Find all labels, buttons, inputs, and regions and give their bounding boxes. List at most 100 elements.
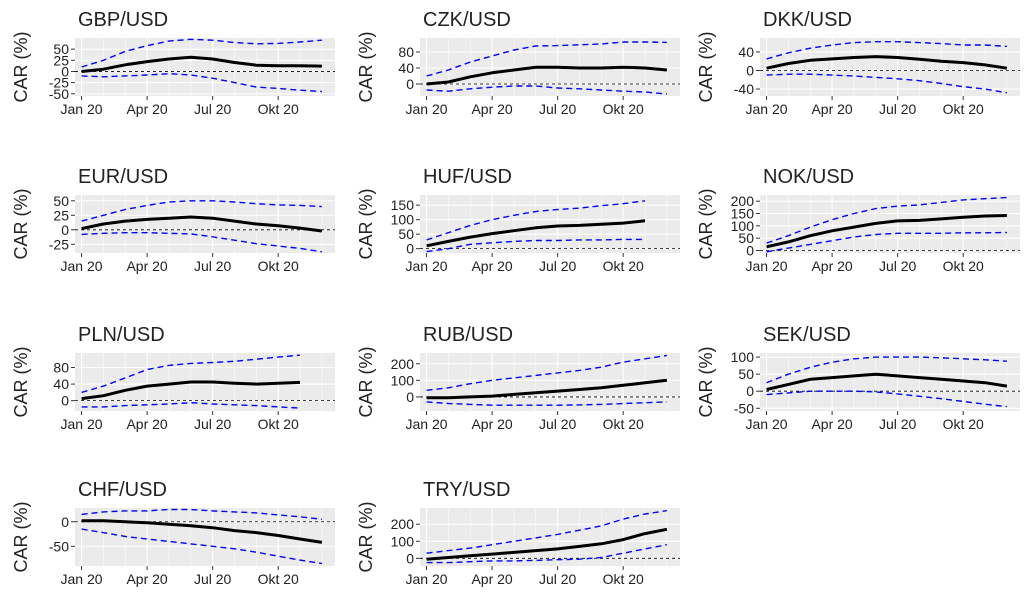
y-axis-label: CAR (%) — [696, 347, 716, 418]
y-tick-label: -50 — [734, 400, 754, 416]
car-line — [766, 372, 1008, 391]
plot-background — [760, 38, 1020, 96]
x-tick-label: Apr 20 — [811, 101, 852, 117]
y-axis-label: CAR (%) — [356, 502, 376, 573]
band-line — [426, 401, 667, 406]
y-tick-label: -50 — [49, 538, 69, 554]
band-line — [81, 200, 322, 222]
y-tick-label: 0 — [746, 62, 754, 78]
band-line — [426, 354, 668, 391]
band-line — [766, 390, 1007, 408]
x-tick-label: Jan 20 — [406, 571, 448, 587]
y-tick-label: 100 — [391, 212, 415, 228]
y-tick-label: 80 — [398, 44, 414, 60]
band-line — [81, 508, 322, 520]
y-tick-label: 200 — [731, 193, 755, 209]
panel-title: DKK/USD — [763, 9, 852, 31]
y-tick-label: 100 — [731, 349, 755, 365]
x-tick-label: Jul 20 — [194, 416, 232, 432]
x-tick-label: Okt 20 — [603, 571, 644, 587]
x-tick-label: Jul 20 — [879, 101, 917, 117]
car-line — [81, 380, 301, 401]
y-tick-label: 150 — [731, 206, 755, 222]
panel-title: GBP/USD — [78, 9, 168, 31]
band-line — [81, 38, 322, 68]
x-tick-label: Okt 20 — [603, 101, 644, 117]
x-tick-label: Okt 20 — [603, 416, 644, 432]
x-tick-label: Jan 20 — [746, 101, 788, 117]
x-tick-label: Jul 20 — [539, 571, 577, 587]
band-line — [426, 238, 645, 253]
panel-title: HUF/USD — [423, 166, 512, 188]
x-tick-label: Okt 20 — [258, 101, 299, 117]
band-line — [81, 73, 322, 93]
car-line — [766, 214, 1007, 249]
y-tick-label: 50 — [738, 230, 754, 246]
y-tick-label: 50 — [398, 226, 414, 242]
y-tick-label: 80 — [53, 360, 69, 376]
x-tick-label: Apr 20 — [471, 258, 512, 274]
y-tick-label: 0 — [406, 76, 414, 92]
panel-title: TRY/USD — [423, 479, 510, 501]
panel-title: PLN/USD — [78, 324, 165, 346]
panel-title: CZK/USD — [423, 9, 511, 31]
x-tick-label: Jul 20 — [539, 416, 577, 432]
x-tick-label: Jan 20 — [746, 416, 788, 432]
x-tick-label: Jan 20 — [406, 258, 448, 274]
x-tick-label: Jan 20 — [61, 101, 103, 117]
band-line — [766, 231, 1007, 253]
y-tick-label: 40 — [398, 60, 414, 76]
y-axis-label: CAR (%) — [356, 347, 376, 418]
y-tick-label: 100 — [731, 218, 755, 234]
x-tick-label: Jan 20 — [406, 101, 448, 117]
x-tick-label: Okt 20 — [943, 258, 984, 274]
y-tick-label: 50 — [738, 366, 754, 382]
y-tick-label: 0 — [61, 514, 69, 530]
band-line — [426, 85, 667, 95]
x-tick-label: Jul 20 — [194, 571, 232, 587]
band-line — [426, 509, 668, 554]
y-tick-label: 25 — [53, 52, 69, 68]
band-line — [81, 528, 323, 565]
band-line — [766, 41, 1007, 60]
y-axis-label: CAR (%) — [11, 189, 31, 260]
y-tick-label: -40 — [734, 81, 754, 97]
car-line — [81, 215, 323, 233]
y-tick-label: 0 — [61, 63, 69, 79]
x-tick-label: Apr 20 — [126, 416, 167, 432]
band-line — [766, 73, 1008, 94]
y-axis-label: CAR (%) — [356, 32, 376, 103]
y-axis-label: CAR (%) — [11, 32, 31, 103]
x-tick-label: Apr 20 — [811, 416, 852, 432]
plot-background — [420, 195, 680, 253]
plot-background — [420, 353, 680, 411]
band-line — [426, 544, 668, 564]
car-line — [426, 378, 668, 400]
x-tick-label: Okt 20 — [258, 416, 299, 432]
car-line — [426, 527, 668, 561]
band-line — [426, 41, 667, 77]
x-tick-label: Apr 20 — [126, 258, 167, 274]
x-tick-label: Jan 20 — [61, 416, 103, 432]
x-tick-label: Jan 20 — [61, 571, 103, 587]
x-tick-label: Jul 20 — [194, 258, 232, 274]
y-tick-label: 200 — [391, 516, 415, 532]
car-line — [766, 55, 1008, 70]
panel-title: NOK/USD — [763, 166, 854, 188]
y-axis-label: CAR (%) — [696, 32, 716, 103]
y-tick-label: 0 — [746, 383, 754, 399]
x-tick-label: Jul 20 — [879, 416, 917, 432]
y-tick-label: -25 — [49, 236, 69, 252]
x-tick-label: Jan 20 — [406, 416, 448, 432]
x-tick-label: Jul 20 — [194, 101, 232, 117]
y-tick-label: 100 — [391, 372, 415, 388]
panel-title: SEK/USD — [763, 324, 851, 346]
x-tick-label: Jul 20 — [539, 258, 577, 274]
y-tick-label: 0 — [61, 222, 69, 238]
x-tick-label: Okt 20 — [603, 258, 644, 274]
car-line — [426, 219, 646, 248]
band-line — [81, 354, 301, 394]
panel-title: EUR/USD — [78, 166, 168, 188]
